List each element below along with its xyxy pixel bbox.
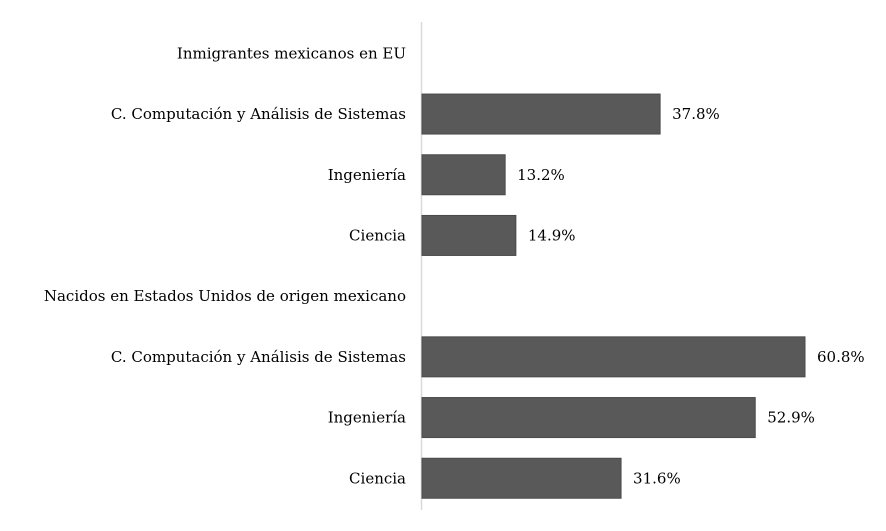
category-label: C. Computación y Análisis de Sistemas: [111, 105, 406, 123]
bar: [421, 457, 622, 499]
data-label: 13.2%: [517, 166, 565, 184]
category-label: Ingeniería: [328, 166, 406, 184]
category-label: C. Computación y Análisis de Sistemas: [111, 348, 406, 366]
category-label: Ingeniería: [328, 409, 406, 427]
bar: [421, 336, 806, 378]
category-label: Ciencia: [349, 469, 406, 487]
data-label: 14.9%: [528, 226, 576, 244]
category-label: Ciencia: [349, 226, 406, 244]
bar: [421, 93, 661, 135]
data-label: 31.6%: [633, 469, 681, 487]
data-label: 60.8%: [817, 348, 865, 366]
data-label: 52.9%: [767, 409, 815, 427]
group-label: Inmigrantes mexicanos en EU: [177, 44, 406, 62]
data-label: 37.8%: [672, 105, 720, 123]
bar: [421, 397, 756, 439]
bar: [421, 214, 517, 256]
group-label: Nacidos en Estados Unidos de origen mexi…: [44, 287, 406, 305]
bar: [421, 154, 506, 196]
